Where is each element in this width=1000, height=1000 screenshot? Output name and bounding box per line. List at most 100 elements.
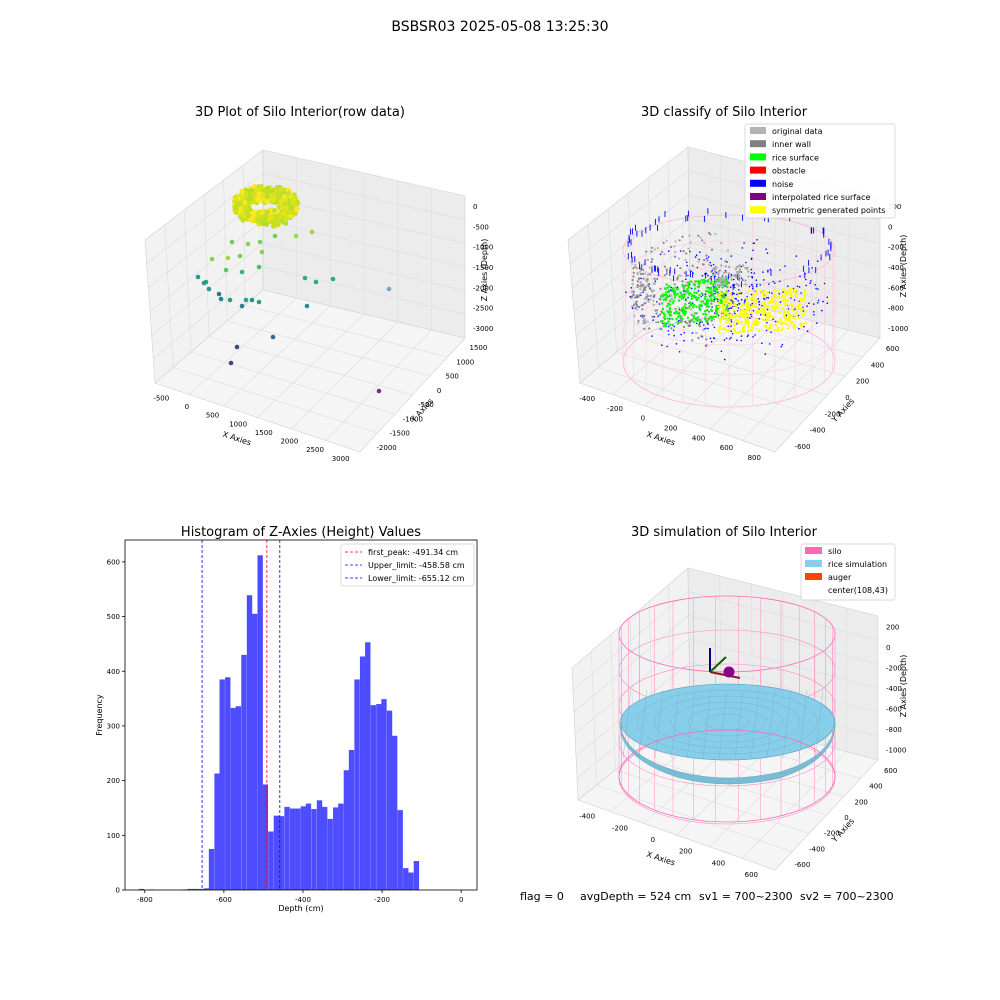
- inner-wall-point: [685, 252, 688, 255]
- histogram-bar: [192, 888, 199, 890]
- legend-swatch: [750, 153, 766, 161]
- rice-surface-point: [700, 278, 703, 282]
- inner-wall-point: [708, 263, 711, 266]
- inner-wall-point: [710, 270, 713, 273]
- panel2-legend-box: [744, 123, 896, 219]
- original-point: [716, 283, 719, 287]
- symmetric-point: [774, 294, 777, 298]
- original-point: [715, 280, 719, 283]
- inner-wall-point: [708, 231, 711, 235]
- rice-surface-point: [699, 318, 702, 322]
- noise-point: [800, 292, 802, 294]
- y-tick-label: 600: [886, 345, 899, 353]
- symmetric-point: [719, 305, 723, 308]
- original-point: [713, 270, 717, 273]
- raw-point: [279, 205, 285, 211]
- rice-surface-point: [672, 287, 675, 290]
- inner-wall-point: [649, 294, 652, 297]
- noise-point: [705, 327, 707, 330]
- noise-point: [740, 277, 743, 280]
- noise-point: [780, 345, 783, 348]
- inner-wall-point: [700, 335, 703, 338]
- panel1-x-label: X Axies: [221, 430, 252, 448]
- status-avg-depth: avgDepth = 524 cm: [580, 890, 691, 903]
- legend-label: Lower_limit: -655.12 cm: [368, 574, 465, 583]
- noise-point: [778, 293, 781, 295]
- inner-wall-point: [697, 324, 700, 327]
- noise-point: [768, 343, 771, 345]
- inner-wall-point: [709, 277, 712, 280]
- symmetric-point: [787, 319, 791, 323]
- inner-wall-point: [682, 250, 685, 253]
- noise-point: [640, 277, 642, 280]
- histogram-bar: [257, 555, 263, 890]
- symmetric-point: [733, 329, 737, 333]
- inner-wall-point: [702, 328, 705, 331]
- rice-surface-point: [689, 280, 692, 283]
- legend-swatch: [750, 206, 766, 214]
- noise-point: [745, 261, 747, 264]
- symmetric-point: [746, 301, 749, 305]
- symmetric-point: [776, 306, 779, 309]
- inner-wall-point: [662, 241, 665, 244]
- symmetric-point: [757, 329, 761, 333]
- histogram-x-label: Depth (cm): [278, 904, 323, 913]
- symmetric-point: [750, 297, 753, 301]
- surface-mesh-ring: [687, 707, 767, 737]
- noise-point: [770, 331, 772, 333]
- noise-point: [740, 292, 742, 295]
- original-point: [719, 281, 722, 284]
- rice-surface-point: [666, 290, 670, 294]
- rice-surface-point: [708, 295, 711, 298]
- noise-point: [821, 309, 823, 312]
- histogram-bar: [381, 699, 387, 890]
- noise-point: [696, 266, 699, 269]
- original-point: [713, 283, 717, 287]
- noise-point: [760, 313, 762, 316]
- y-tick-label: 600: [884, 767, 897, 775]
- symmetric-point: [723, 313, 726, 316]
- rice-surface-point: [677, 315, 680, 319]
- noise-point: [771, 292, 773, 294]
- noise-point: [714, 290, 716, 292]
- symmetric-point: [752, 320, 756, 324]
- raw-point: [294, 199, 300, 205]
- inner-wall-point: [652, 299, 655, 302]
- rice-surface-point: [726, 285, 729, 289]
- rice-surface-point: [684, 292, 687, 295]
- symmetric-point: [804, 310, 807, 313]
- x-tick-label: -600: [216, 896, 232, 904]
- raw-point: [240, 217, 246, 223]
- grid-line: [325, 329, 432, 441]
- symmetric-point: [747, 325, 750, 329]
- inner-wall-point: [678, 239, 681, 242]
- raw-outlier-point: [270, 334, 276, 340]
- noise-point: [766, 322, 768, 324]
- symmetric-point: [722, 317, 726, 320]
- noise-point: [754, 334, 756, 336]
- noise-point: [731, 332, 734, 335]
- inner-wall-point: [676, 278, 679, 281]
- inner-wall-point: [633, 315, 636, 318]
- noise-point: [765, 248, 767, 250]
- symmetric-point: [780, 329, 783, 332]
- raw-point: [260, 193, 266, 199]
- y-tick-label: 400: [107, 668, 120, 676]
- noise-point: [720, 350, 723, 353]
- original-point: [744, 283, 747, 286]
- symmetric-point: [784, 302, 787, 305]
- inner-wall-point: [724, 260, 727, 263]
- symmetric-point: [724, 290, 727, 294]
- noise-point: [826, 302, 829, 305]
- symmetric-point: [740, 309, 743, 312]
- symmetric-point: [766, 327, 770, 331]
- noise-point: [736, 303, 739, 306]
- raw-outlier-point: [256, 299, 262, 305]
- noise-point: [734, 297, 737, 300]
- z-tick-label: -1000: [473, 244, 493, 252]
- noise-point: [709, 261, 711, 264]
- rice-surface-point: [705, 313, 708, 316]
- inner-wall-point: [632, 271, 635, 274]
- noise-point: [701, 321, 703, 323]
- symmetric-point: [720, 292, 723, 296]
